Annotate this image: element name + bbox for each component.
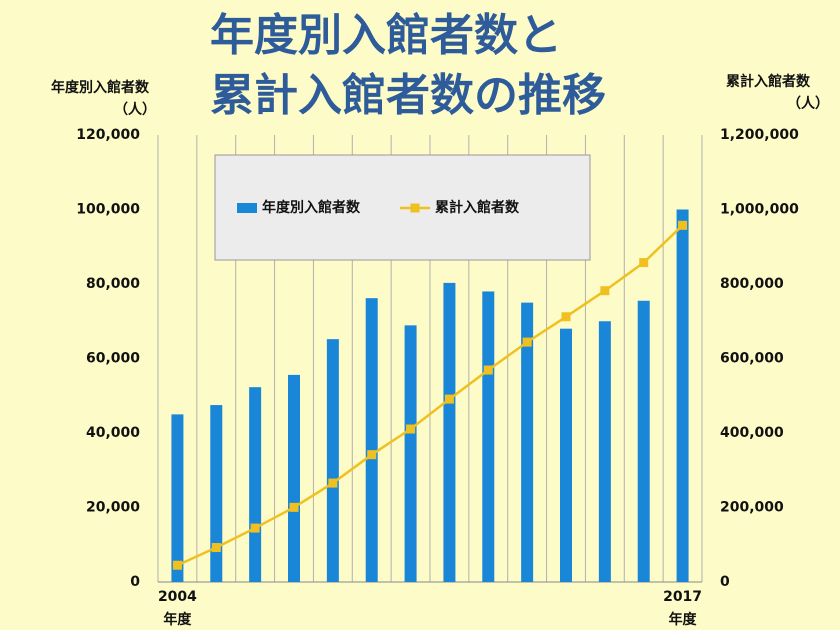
bar	[482, 291, 495, 582]
legend-swatch	[237, 203, 257, 213]
line-marker	[561, 312, 571, 322]
bar	[365, 298, 378, 582]
y2-tick-label: 1,000,000	[720, 202, 799, 218]
y-tick-label: 80,000	[86, 276, 140, 292]
y-tick-label: 0	[130, 574, 140, 590]
line-marker	[444, 394, 454, 404]
line-marker	[678, 220, 688, 230]
line-marker	[211, 543, 221, 553]
x-unit-label: 年度	[669, 611, 698, 628]
legend-swatch	[410, 203, 420, 213]
line-marker	[172, 560, 182, 570]
bar	[210, 405, 223, 582]
x-tick-label: 2017	[663, 589, 702, 605]
line-marker	[639, 258, 649, 268]
y2-axis-label: （人）	[787, 95, 829, 112]
line-marker	[483, 365, 493, 375]
y2-tick-label: 200,000	[720, 500, 784, 516]
y2-tick-label: 0	[720, 574, 730, 590]
bar	[560, 328, 572, 582]
line	[176, 224, 684, 567]
chart-title: 累計入館者数の推移	[210, 70, 606, 121]
bar	[676, 209, 689, 582]
y-tick-label: 20,000	[86, 500, 140, 516]
line-marker	[328, 478, 338, 488]
y-tick-label: 100,000	[76, 202, 140, 218]
x-tick-label: 2004	[158, 589, 197, 605]
bar	[521, 302, 534, 582]
bar	[404, 325, 417, 582]
x-unit-label: 年度	[163, 611, 192, 628]
bar	[598, 321, 611, 582]
y2-tick-label: 1,200,000	[720, 127, 799, 143]
y-tick-label: 120,000	[76, 127, 140, 143]
bar	[171, 414, 184, 582]
y2-tick-label: 400,000	[720, 425, 784, 441]
line-marker	[406, 424, 416, 434]
bar	[443, 282, 456, 582]
y2-tick-label: 600,000	[720, 351, 784, 367]
line-marker	[250, 523, 260, 533]
line-marker	[289, 502, 299, 512]
bar	[249, 387, 262, 582]
bar	[637, 300, 650, 582]
bar	[326, 339, 339, 582]
y-tick-label: 60,000	[86, 351, 140, 367]
line-marker	[522, 337, 532, 347]
chart-title: 年度別入館者数と	[210, 10, 562, 61]
bar	[288, 374, 300, 582]
line-marker	[367, 450, 377, 460]
y-tick-label: 40,000	[86, 425, 140, 441]
legend-label: 年度別入館者数	[262, 199, 361, 216]
y2-tick-label: 800,000	[720, 276, 784, 292]
y2-axis-label: 累計入館者数	[726, 73, 811, 90]
legend-label: 累計入館者数	[435, 199, 520, 216]
y-axis-label: 年度別入館者数	[51, 79, 150, 96]
y-axis-label: （人）	[114, 101, 156, 118]
line-marker	[600, 286, 610, 296]
